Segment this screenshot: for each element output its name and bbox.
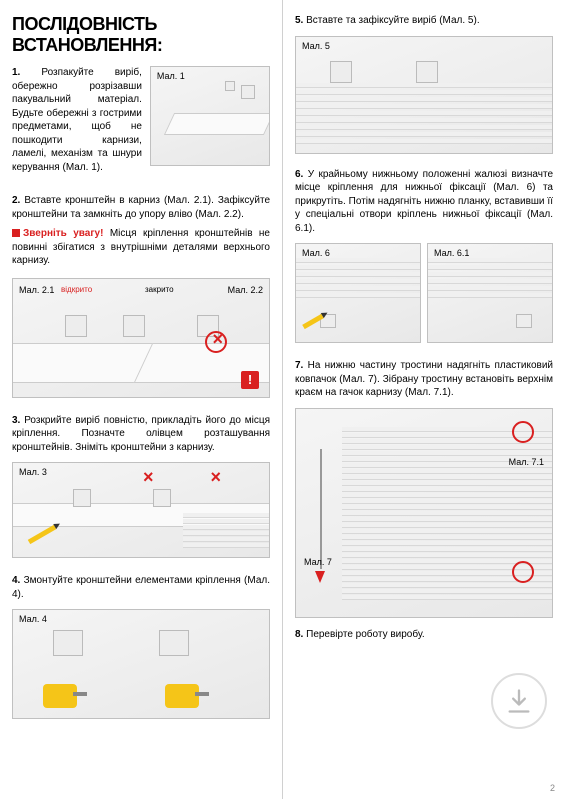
fig5-label: Мал. 5 (302, 41, 330, 51)
page-number: 2 (550, 783, 555, 793)
step7-body: На нижню частину тростини надягніть плас… (295, 360, 553, 398)
detail-circle-2 (512, 561, 534, 583)
fig71-label: Мал. 7.1 (509, 457, 544, 467)
step2-body: Вставте кронштейн в карниз (Мал. 2.1). З… (12, 195, 270, 220)
step1-text: 1. Розпакуйте виріб, обережно розрізавши… (12, 66, 142, 174)
alert-icon: ! (241, 371, 259, 389)
figure-7: Мал. 7 Мал. 7.1 (295, 408, 553, 618)
step8-body: Перевірте роботу виробу. (306, 629, 425, 640)
main-title: ПОСЛІДОВНІСТЬ ВСТАНОВЛЕННЯ: (12, 14, 270, 56)
figure-2: Мал. 2.1 відкрито закрито Мал. 2.2 × ! (12, 278, 270, 398)
xmark-icon-3: × (210, 467, 221, 488)
xmark-icon-2: × (143, 467, 154, 488)
figure-6-1: Мал. 6.1 (427, 243, 553, 343)
step2-warning: Зверніть увагу! Місця кріплення кронштей… (12, 227, 270, 268)
step8-text: 8. Перевірте роботу виробу. (295, 628, 553, 642)
download-overlay-icon (491, 673, 547, 729)
warn-square-icon (12, 229, 20, 237)
tassel-icon (315, 571, 325, 583)
step1-body: Розпакуйте виріб, обережно розрізавши па… (12, 67, 142, 173)
step3-body: Розкрийте виріб повністю, прикладіть йог… (12, 415, 270, 453)
figure-5: Мал. 5 (295, 36, 553, 154)
step1-num: 1. (12, 67, 20, 78)
drill-icon-2 (165, 684, 199, 708)
closed-label: закрито (145, 285, 174, 294)
step7-text: 7. На нижню частину тростини надягніть п… (295, 359, 553, 400)
fig22-label: Мал. 2.2 (228, 285, 263, 295)
fig3-label: Мал. 3 (19, 467, 47, 477)
step6-text: 6. У крайньому нижньому положенні жалюзі… (295, 168, 553, 236)
fig7-label: Мал. 7 (304, 557, 332, 567)
figure-3: Мал. 3 × × (12, 462, 270, 558)
step5-text: 5. Вставте та зафіксуйте виріб (Мал. 5). (295, 14, 553, 28)
step6-num: 6. (295, 169, 303, 180)
wand-icon (320, 449, 322, 569)
fig6-label: Мал. 6 (302, 248, 330, 258)
pencil-icon (28, 525, 56, 544)
figure-1: Мал. 1 (150, 66, 270, 166)
open-label: відкрито (61, 285, 92, 294)
warn-label: Зверніть увагу! (23, 228, 103, 239)
left-column: ПОСЛІДОВНІСТЬ ВСТАНОВЛЕННЯ: 1. Розпакуйт… (0, 0, 283, 799)
figure-6: Мал. 6 (295, 243, 421, 343)
fig61-label: Мал. 6.1 (434, 248, 469, 258)
step4-body: Змонтуйте кронштейни елементами кріпленн… (12, 575, 270, 600)
step4-num: 4. (12, 575, 20, 586)
fig4-label: Мал. 4 (19, 614, 47, 624)
step5-body: Вставте та зафіксуйте виріб (Мал. 5). (306, 15, 479, 26)
detail-circle-1 (512, 421, 534, 443)
drill-icon-1 (43, 684, 77, 708)
fig1-label: Мал. 1 (157, 71, 185, 81)
xmark-icon: × (212, 329, 223, 350)
figure-6-row: Мал. 6 Мал. 6.1 (295, 243, 553, 343)
fig21-label: Мал. 2.1 (19, 285, 54, 295)
step4-text: 4. Змонтуйте кронштейни елементами кріпл… (12, 574, 270, 601)
step6-body: У крайньому нижньому положенні жалюзі ви… (295, 169, 553, 234)
step2-text: 2. Вставте кронштейн в карниз (Мал. 2.1)… (12, 194, 270, 221)
step3-text: 3. Розкрийте виріб повністю, прикладіть … (12, 414, 270, 455)
figure-4: Мал. 4 (12, 609, 270, 719)
step7-num: 7. (295, 360, 303, 371)
step8-num: 8. (295, 629, 303, 640)
step3-num: 3. (12, 415, 20, 426)
step2-num: 2. (12, 195, 20, 206)
step5-num: 5. (295, 15, 303, 26)
step1-block: 1. Розпакуйте виріб, обережно розрізавши… (12, 66, 270, 180)
